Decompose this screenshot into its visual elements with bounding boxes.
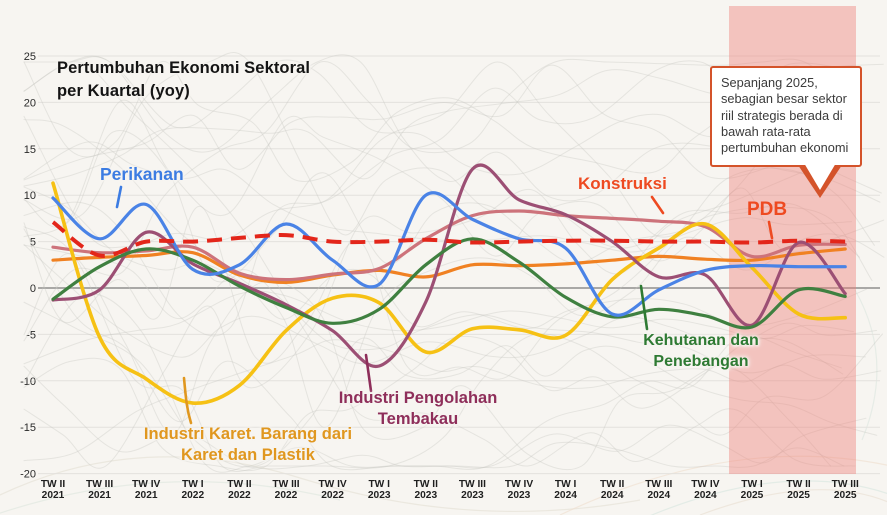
series-line-seri-oranye-tanpa-label <box>51 247 847 284</box>
svg-text:5: 5 <box>30 237 36 249</box>
svg-text:15: 15 <box>24 144 36 156</box>
series-line-industri-karet-barang-dari-karet-dan-plastik <box>51 181 847 405</box>
label-leader-lines <box>115 185 774 425</box>
series-line-perikanan <box>51 191 847 317</box>
svg-text:-20: -20 <box>20 469 36 481</box>
svg-text:-15: -15 <box>20 422 36 434</box>
svg-text:10: 10 <box>24 190 36 202</box>
series-line-kehutanan-dan-penebangan <box>51 237 847 330</box>
series-line-industri-pengolahan-tembakau <box>51 163 847 368</box>
decorative-waves <box>0 289 887 515</box>
svg-text:-5: -5 <box>26 329 36 341</box>
x-axis-labels: TW II 2021 TW III 2021 TW IV 2021 TW I 2022 TW I… <box>41 479 859 501</box>
series-line-pdb <box>51 220 846 258</box>
background-sector-lines <box>23 52 885 473</box>
svg-text:20: 20 <box>24 97 36 109</box>
series-lines <box>51 163 847 405</box>
svg-text:-10: -10 <box>20 376 36 388</box>
svg-text:25: 25 <box>24 51 36 63</box>
svg-text:0: 0 <box>30 283 36 295</box>
